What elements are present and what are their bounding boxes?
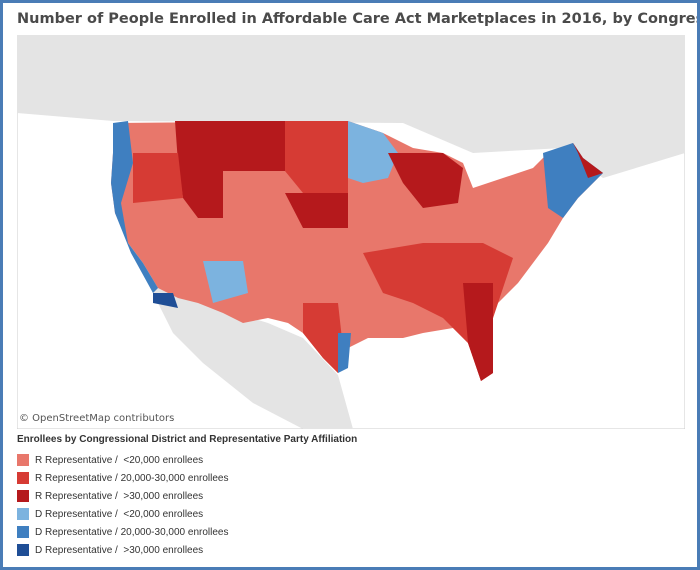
legend-label: D Representative / >30,000 enrollees <box>35 544 204 556</box>
title: Number of People Enrolled in Affordable … <box>17 11 697 27</box>
legend-label: D Representative / <20,000 enrollees <box>35 508 204 520</box>
legend-swatch <box>17 472 29 484</box>
region-arizona <box>203 261 248 303</box>
legend-item: R Representative / >30,000 enrollees <box>17 487 228 505</box>
legend-item: R Representative / <20,000 enrollees <box>17 451 228 469</box>
region-west-coast <box>111 121 158 293</box>
region-houston <box>338 333 351 373</box>
region-plains <box>285 121 348 193</box>
legend-label: R Representative / <20,000 enrollees <box>35 454 204 466</box>
region-mountain <box>175 121 285 218</box>
region-texas-east <box>303 303 343 373</box>
legend-label: R Representative / >30,000 enrollees <box>35 490 204 502</box>
legend-swatch <box>17 490 29 502</box>
region-great-lakes <box>388 153 463 208</box>
legend-item: D Representative / >30,000 enrollees <box>17 541 228 559</box>
legend-label: D Representative / 20,000-30,000 enrolle… <box>35 526 229 538</box>
land-mexico <box>143 273 353 429</box>
region-san-diego <box>153 293 178 308</box>
legend-swatch <box>17 526 29 538</box>
map <box>17 35 685 429</box>
legend: R Representative / <20,000 enrollees R Re… <box>17 451 228 559</box>
legend-title: Enrollees by Congressional District and … <box>17 434 358 445</box>
attribution: © OpenStreetMap contributors <box>19 413 175 424</box>
land-canada <box>17 35 685 178</box>
region-maine <box>573 143 603 178</box>
legend-item: D Representative / 20,000-30,000 enrolle… <box>17 523 228 541</box>
legend-swatch <box>17 544 29 556</box>
legend-swatch <box>17 508 29 520</box>
region-northwest <box>133 153 183 203</box>
region-minnesota <box>348 121 398 183</box>
legend-label: R Representative / 20,000-30,000 enrolle… <box>35 472 229 484</box>
region-florida <box>463 283 493 381</box>
region-nebraska <box>285 193 348 228</box>
legend-item: R Representative / 20,000-30,000 enrolle… <box>17 469 228 487</box>
legend-swatch <box>17 454 29 466</box>
legend-item: D Representative / <20,000 enrollees <box>17 505 228 523</box>
